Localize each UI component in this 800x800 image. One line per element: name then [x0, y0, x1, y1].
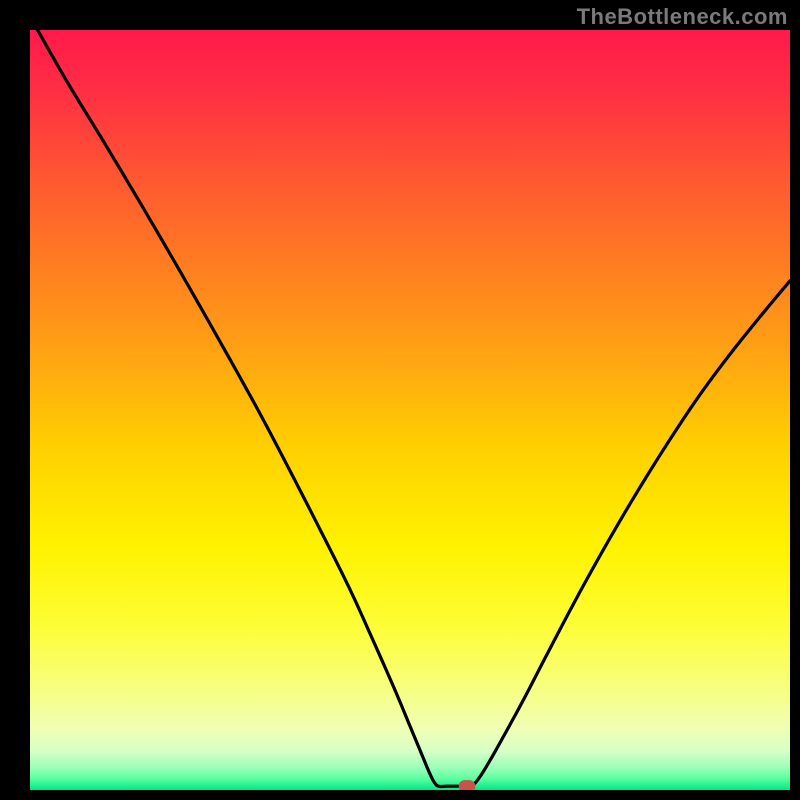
- chart-svg: [30, 30, 790, 790]
- gradient-background: [30, 30, 790, 790]
- watermark-text: TheBottleneck.com: [577, 4, 788, 30]
- chart-container: TheBottleneck.com: [0, 0, 800, 800]
- plot-area: [30, 30, 790, 790]
- optimal-marker: [459, 780, 476, 790]
